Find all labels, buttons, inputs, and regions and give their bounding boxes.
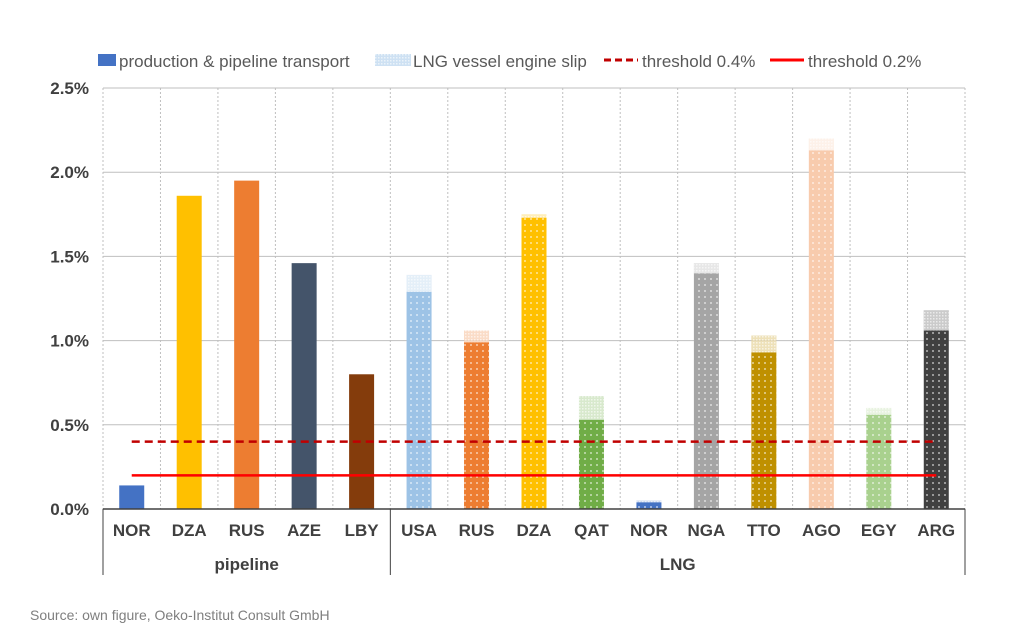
bar-pattern: [751, 352, 777, 509]
legend-label: threshold 0.4%: [642, 52, 755, 71]
bar-pattern: [866, 414, 892, 509]
legend-label: LNG vessel engine slip: [413, 52, 587, 71]
bar-slip-pattern: [751, 335, 777, 353]
bar-slip-pattern: [578, 396, 604, 420]
legend: production & pipeline transport LNG vesse…: [98, 52, 921, 71]
chart: production & pipeline transport LNG vesse…: [50, 52, 966, 575]
x-tick-label: USA: [401, 521, 437, 540]
x-tick-label: ARG: [917, 521, 955, 540]
legend-label: production & pipeline transport: [119, 52, 350, 71]
x-tick-label: NOR: [630, 521, 668, 540]
x-tick-label: DZA: [172, 521, 207, 540]
y-tick-label: 0.5%: [50, 416, 89, 435]
bar-slip-pattern: [866, 407, 892, 415]
bar-slip-pattern: [693, 263, 719, 274]
x-tick-label: QAT: [574, 521, 609, 540]
x-tick-label: NOR: [113, 521, 151, 540]
bar-pattern: [464, 342, 490, 509]
y-tick-label: 2.0%: [50, 163, 89, 182]
group-label: pipeline: [215, 555, 279, 574]
bar-pattern: [808, 150, 834, 510]
x-tick-label: AGO: [802, 521, 841, 540]
bar-slip-pattern: [521, 214, 547, 218]
y-tick-label: 1.5%: [50, 247, 89, 266]
y-tick-label: 2.5%: [50, 79, 89, 98]
x-tick-label: AZE: [287, 521, 321, 540]
group-label: LNG: [660, 555, 696, 574]
threshold-lines: [131, 440, 937, 477]
bar-pattern: [923, 330, 949, 509]
bar-production-nor: [119, 485, 145, 509]
legend-swatch: [98, 54, 116, 66]
x-tick-label: EGY: [861, 521, 898, 540]
x-tick-label: LBY: [345, 521, 380, 540]
x-tick-label: RUS: [229, 521, 265, 540]
bar-pattern: [636, 502, 662, 509]
bar-pattern: [406, 291, 432, 509]
bar-slip-pattern: [808, 138, 834, 151]
x-tick-label: RUS: [459, 521, 495, 540]
source-note: Source: own figure, Oeko-Institut Consul…: [30, 607, 330, 623]
bar-slip-pattern: [923, 310, 949, 331]
bar-slip-pattern: [464, 330, 490, 343]
bar-production-rus: [234, 180, 260, 509]
bar-pattern: [578, 419, 604, 509]
x-tick-label: TTO: [747, 521, 781, 540]
legend-label: threshold 0.2%: [808, 52, 921, 71]
y-tick-label: 1.0%: [50, 332, 89, 351]
bar-production-aze: [291, 263, 317, 509]
bar-slip-pattern: [636, 500, 662, 503]
bar-pattern: [521, 217, 547, 509]
x-tick-label: NGA: [688, 521, 726, 540]
bar-slip-pattern: [406, 274, 432, 292]
bar-production-dza: [176, 195, 202, 509]
legend-swatch-pattern: [375, 54, 411, 66]
bar-pattern: [693, 273, 719, 509]
axes: 0.0% 0.5% 1.0% 1.5% 2.0% 2.5% NOR DZA RUS AZE LBY U…: [50, 79, 966, 575]
x-tick-label: DZA: [517, 521, 552, 540]
bars: [119, 138, 949, 510]
y-tick-label: 0.0%: [50, 500, 89, 519]
